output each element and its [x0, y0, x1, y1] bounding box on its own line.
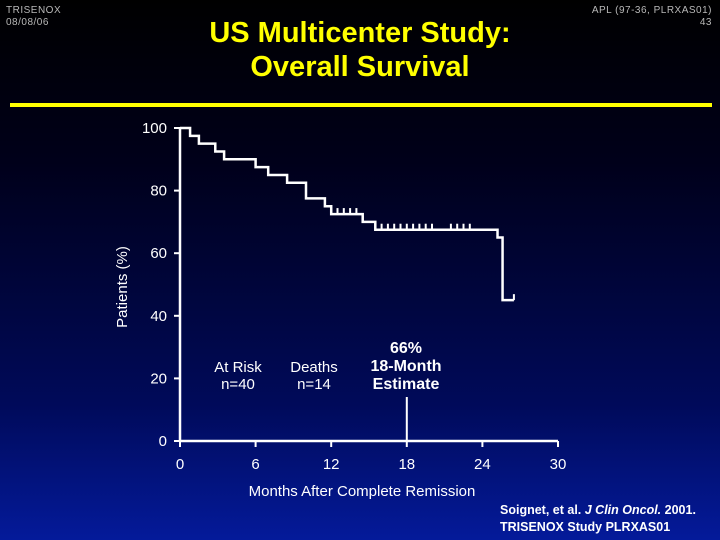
x-tick-label: 6 — [251, 456, 259, 473]
x-axis-label: Months After Complete Remission — [249, 483, 476, 500]
at-risk-value: n=40 — [221, 376, 255, 393]
x-tick-label: 18 — [398, 456, 415, 473]
slide-code-left: TRISENOX 08/08/06 — [6, 5, 61, 29]
citation-study: TRISENOX Study PLRXAS01 — [500, 520, 671, 534]
chart-annotations: At Risk n=40 Deaths n=14 66% 18-Month Es… — [214, 340, 441, 393]
citation-reference: Soignet, et al. J Clin Oncol. 2001. — [500, 502, 696, 519]
slide-code-right: APL (97-36, PLRXAS01) 43 — [592, 5, 712, 29]
at-risk-label: At Risk — [214, 359, 262, 376]
y-tick-label: 100 — [142, 120, 167, 137]
title-line-2: Overall Survival — [250, 51, 470, 83]
title-line-1: US Multicenter Study: — [209, 17, 511, 49]
survival-step-line — [180, 126, 514, 302]
x-tick-label: 24 — [474, 456, 491, 473]
y-tick-label: 60 — [150, 245, 167, 262]
survival-curve — [180, 126, 515, 302]
citation-year: 2001. — [664, 503, 696, 517]
y-tick-label: 20 — [150, 370, 167, 387]
estimate-period: 18-Month — [370, 358, 441, 375]
slide-number: 43 — [699, 17, 712, 28]
y-tick-label: 0 — [159, 433, 167, 450]
study-code: APL (97-36, PLRXAS01) — [591, 5, 712, 16]
slide-title: US Multicenter Study: Overall Survival — [0, 16, 720, 84]
estimate-percent: 66% — [390, 340, 422, 357]
y-tick-label: 80 — [150, 183, 167, 200]
citation: Soignet, et al. J Clin Oncol. 2001. TRIS… — [500, 502, 696, 536]
estimate-label: Estimate — [373, 376, 440, 393]
x-tick-label: 0 — [176, 456, 184, 473]
product-name: TRISENOX — [6, 5, 62, 16]
x-tick-label: 12 — [323, 456, 340, 473]
title-divider — [10, 103, 712, 107]
y-axis-label: Patients (%) — [114, 246, 131, 328]
y-tick-label: 40 — [150, 308, 167, 325]
deaths-value: n=14 — [297, 376, 331, 393]
slide-date: 08/08/06 — [6, 17, 49, 28]
citation-journal: J Clin Oncol. — [584, 503, 662, 517]
chart-axes: 0 20 40 60 80 100 0 6 12 18 24 30 — [142, 120, 566, 473]
deaths-label: Deaths — [290, 359, 338, 376]
x-tick-label: 30 — [550, 456, 567, 473]
citation-authors: Soignet, et al. — [500, 503, 582, 517]
